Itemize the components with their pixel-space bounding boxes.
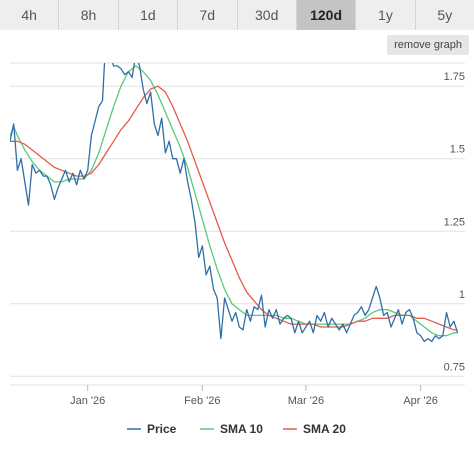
range-tab-4h[interactable]: 4h [0, 0, 60, 30]
legend-item[interactable]: SMA 20 [303, 422, 346, 436]
x-axis-ticks: Jan '26 Feb '26 Mar '26 Apr '26 [70, 385, 438, 407]
y-tick-label: 1.25 [444, 216, 465, 228]
range-tab-7d[interactable]: 7d [178, 0, 238, 30]
x-tick-label: Apr '26 [403, 395, 438, 407]
y-tick-label: 1 [459, 289, 465, 301]
series-line-price [10, 63, 459, 343]
series-line-sma-20 [10, 85, 458, 331]
range-tab-1d[interactable]: 1d [118, 0, 179, 30]
range-tab-5y[interactable]: 5y [415, 0, 474, 30]
legend: Price SMA 10 SMA 20 [127, 422, 346, 436]
series-line-sma-10 [10, 65, 458, 337]
range-tab-30d[interactable]: 30d [237, 0, 297, 30]
range-tab-120d[interactable]: 120d [296, 0, 357, 30]
y-tick-label: 1.5 [450, 144, 465, 156]
y-tick-label: 1.75 [444, 71, 465, 83]
y-axis-ticks: 0.75 1 1.25 1.5 1.75 [444, 71, 465, 373]
range-tab-1y[interactable]: 1y [356, 0, 416, 30]
y-tick-label: 0.75 [444, 361, 465, 373]
grid [10, 62, 465, 386]
legend-item[interactable]: SMA 10 [220, 422, 263, 436]
remove-graph-button[interactable]: remove graph [387, 35, 469, 55]
range-tabs: 4h 8h 1d 7d 30d 120d 1y 5y [0, 0, 474, 30]
range-tab-8h[interactable]: 8h [59, 0, 119, 30]
x-tick-label: Jan '26 [70, 395, 105, 407]
x-tick-label: Mar '26 [288, 395, 324, 407]
legend-item[interactable]: Price [147, 422, 177, 436]
series-lines [10, 63, 459, 343]
x-tick-label: Feb '26 [184, 395, 220, 407]
